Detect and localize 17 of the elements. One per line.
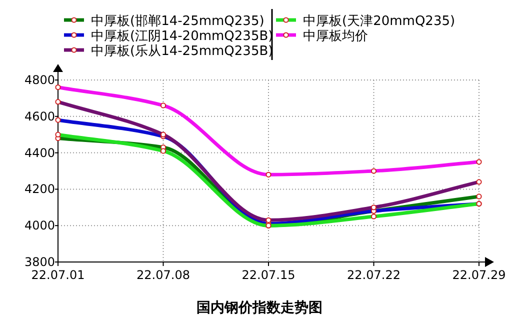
x-tick-label: 22.07.01 — [31, 268, 85, 282]
legend-label: 中厚板均价 — [303, 29, 368, 44]
y-tick-label: 4200 — [24, 182, 55, 196]
text: 国内钢价指数走势图 — [196, 300, 322, 316]
legend-label: 中厚板(乐从14-25mmQ235B) — [91, 44, 274, 59]
x-tick-label: 22.07.08 — [136, 268, 190, 282]
x-tick-label: 22.07.29 — [452, 268, 506, 282]
legend-label: 中厚板(邯郸14-25mmQ235) — [91, 14, 264, 29]
legend-label: 中厚板(江阴14-20mmQ235B) — [91, 29, 274, 44]
y-tick-label: 3800 — [24, 255, 55, 269]
y-tick-label: 4400 — [24, 146, 55, 160]
y-tick-label: 4800 — [24, 73, 55, 87]
y-tick-label: 4000 — [24, 218, 55, 233]
x-tick-label: 22.07.22 — [347, 268, 400, 282]
legend-label: 中厚板(天津20mmQ235) — [303, 14, 456, 29]
y-tick-label: 4600 — [24, 109, 55, 124]
x-tick-label: 22.07.15 — [242, 268, 296, 282]
